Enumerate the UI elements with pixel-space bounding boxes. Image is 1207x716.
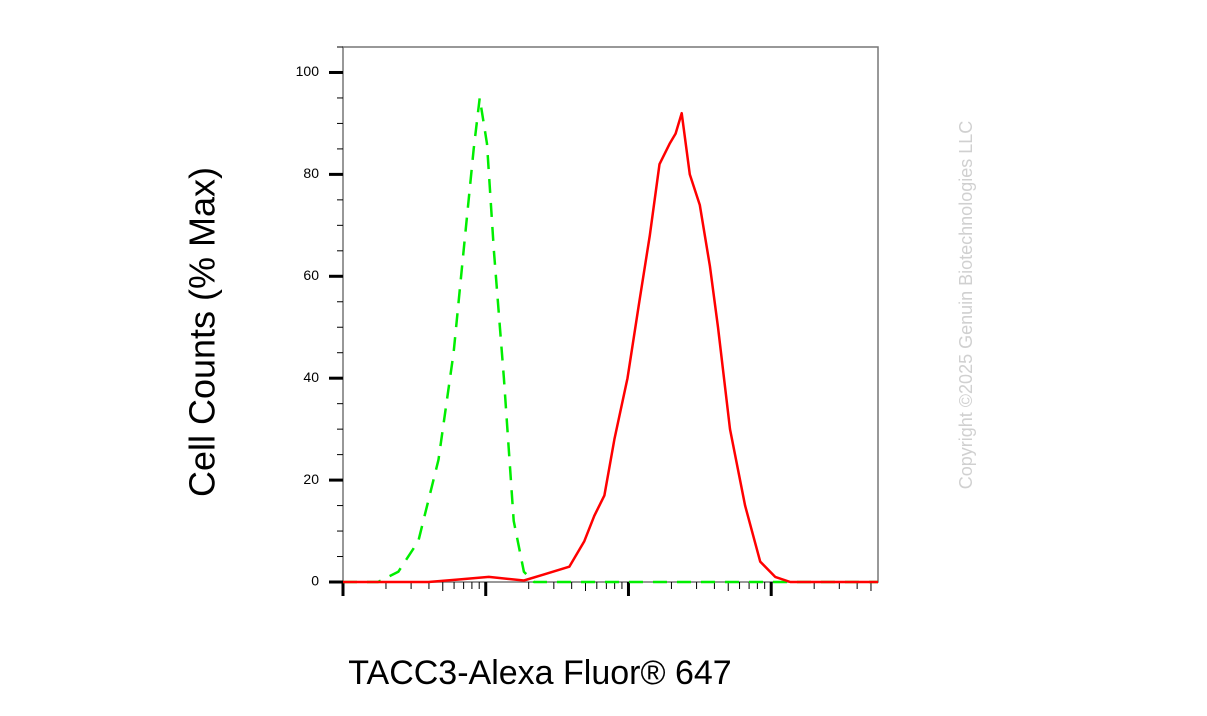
y-tick-label: 40 [303,369,319,385]
plot-frame [342,46,879,583]
histogram-line [343,111,878,584]
watermark: Copyright ©2025 Genuin Biotechnologies L… [956,121,976,490]
x-axis-label: TACC3-Alexa Fluor® 647 [348,654,731,692]
y-tick-label: 80 [303,165,319,181]
y-tick-label: 60 [303,267,319,283]
y-axis-label: Cell Counts (% Max) [182,167,223,497]
y-tick-label: 0 [311,573,319,589]
histogram-line [343,96,878,584]
y-tick-label: 20 [303,471,319,487]
y-tick-label: 100 [296,63,320,79]
